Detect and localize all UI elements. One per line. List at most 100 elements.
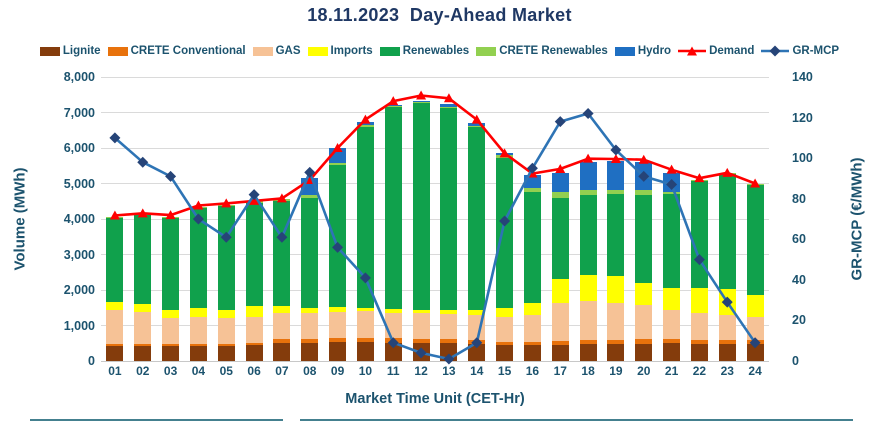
- bar-segment-gas: [189, 316, 207, 344]
- bar-segment-lignite: [635, 343, 653, 361]
- bar-segment-lignite: [412, 342, 430, 361]
- bar-hour-19: [607, 77, 625, 361]
- bar-segment-renewables: [635, 194, 653, 283]
- bar-segment-renewables: [106, 218, 124, 303]
- x-tick-label: 09: [330, 364, 345, 378]
- legend-swatch: [307, 46, 328, 56]
- bar-segment-renewables: [189, 208, 207, 309]
- bar-segment-lignite: [217, 345, 235, 361]
- legend-label: GAS: [275, 45, 301, 57]
- y-tick-label-left: 2,000: [63, 283, 95, 297]
- bar-hour-03: [162, 77, 180, 361]
- y-tick-label-right: 100: [792, 151, 813, 166]
- bar-segment-imports: [162, 309, 180, 319]
- x-tick-label: 24: [748, 364, 762, 378]
- bar-segment-lignite: [579, 343, 597, 361]
- bar-segment-imports: [523, 303, 541, 315]
- x-tick-label: 20: [637, 364, 651, 378]
- bar-hour-11: [384, 77, 402, 361]
- x-tick-label: 16: [525, 364, 540, 378]
- y-axis-title-right: GR-MCP (€/MWh): [848, 157, 866, 281]
- legend-item-crete-conventional: CRETE Conventional: [107, 45, 246, 57]
- bar-segment-imports: [635, 282, 653, 305]
- y-axis-title-left: Volume (MWh): [11, 167, 29, 271]
- bar-hour-18: [579, 77, 597, 361]
- bar-hour-20: [635, 77, 653, 361]
- bar-segment-renewables: [663, 194, 681, 288]
- bar-segment-gas: [663, 309, 681, 339]
- x-tick-label: 04: [191, 364, 206, 378]
- bar-segment-lignite: [468, 343, 486, 361]
- bar-segment-gas: [412, 313, 430, 339]
- legend-label: Imports: [330, 45, 373, 57]
- bar-segment-imports: [496, 308, 514, 317]
- bar-segment-renewables: [607, 193, 625, 277]
- bar-segment-gas: [384, 313, 402, 339]
- bar-segment-gas: [245, 316, 263, 344]
- bar-hour-24: [746, 77, 764, 361]
- y-tick-label-right: 140: [792, 70, 813, 84]
- x-tick-label: 14: [470, 364, 484, 378]
- x-tick-label: 11: [386, 364, 400, 378]
- bar-segment-renewables: [412, 102, 430, 310]
- bar-segment-hydro: [551, 173, 569, 193]
- bottom-rule-left: [30, 419, 283, 421]
- bottom-rule-right: [300, 419, 853, 421]
- legend-swatch: [107, 46, 128, 56]
- bar-segment-renewables: [301, 197, 319, 308]
- bar-hour-22: [690, 77, 708, 361]
- bar-segment-lignite: [329, 342, 347, 361]
- legend-swatch: [39, 46, 60, 56]
- bar-segment-imports: [690, 287, 708, 314]
- legend-line-swatch: [761, 45, 790, 57]
- bar-hour-12: [412, 77, 430, 361]
- bar-segment-lignite: [746, 344, 764, 361]
- bar-segment-lignite: [273, 343, 291, 361]
- y-tick-label-left: 1,000: [63, 318, 95, 333]
- bar-segment-lignite: [189, 345, 207, 361]
- bar-segment-gas: [273, 313, 291, 339]
- bar-segment-imports: [245, 306, 263, 317]
- y-tick-label-right: 80: [792, 191, 806, 206]
- bar-hour-06: [245, 77, 263, 361]
- y-tick-label-right: 120: [792, 110, 813, 125]
- bar-segment-lignite: [523, 345, 541, 361]
- bar-segment-renewables: [329, 165, 347, 308]
- x-tick-label: 23: [720, 364, 734, 378]
- y-tick-label-left: 0: [88, 354, 95, 368]
- bar-segment-lignite: [496, 345, 514, 361]
- bar-segment-renewables: [523, 192, 541, 304]
- y-tick-label-left: 4,000: [63, 212, 95, 226]
- x-tick-label: 08: [303, 364, 317, 378]
- line-gr-mcp: [114, 112, 757, 361]
- y-tick-label-left: 8,000: [63, 70, 95, 84]
- bar-segment-renewables: [162, 217, 180, 310]
- bar-segment-lignite: [718, 343, 736, 361]
- bar-segment-imports: [189, 308, 207, 317]
- bar-hour-21: [663, 77, 681, 361]
- bar-segment-imports: [106, 302, 124, 311]
- x-tick-label: 19: [609, 364, 623, 378]
- bar-segment-renewables: [468, 127, 486, 311]
- bar-hour-08: [301, 77, 319, 361]
- bar-segment-imports: [134, 303, 152, 312]
- gridline: [101, 76, 769, 78]
- bar-segment-hydro: [301, 178, 319, 195]
- y-tick-label-right: 0: [792, 354, 799, 368]
- x-tick-label: 12: [414, 364, 428, 378]
- bar-segment-gas: [440, 313, 458, 339]
- bar-hour-13: [440, 77, 458, 361]
- bar-segment-imports: [746, 295, 764, 318]
- bar-segment-lignite: [162, 346, 180, 361]
- bar-segment-imports: [551, 279, 569, 304]
- y-axis-ticks-left: 0 1,000 2,000 3,000 4,000 5,000 6,000 7,000 8,00…: [40, 70, 95, 368]
- bar-segment-renewables: [496, 157, 514, 309]
- bar-segment-lignite: [134, 345, 152, 361]
- bar-segment-lignite: [245, 345, 263, 361]
- bar-segment-renewables: [384, 107, 402, 309]
- bar-hour-10: [356, 77, 374, 361]
- bar-segment-renewables: [273, 200, 291, 306]
- legend-item-gas: GAS: [252, 45, 301, 57]
- bar-segment-imports: [217, 309, 235, 318]
